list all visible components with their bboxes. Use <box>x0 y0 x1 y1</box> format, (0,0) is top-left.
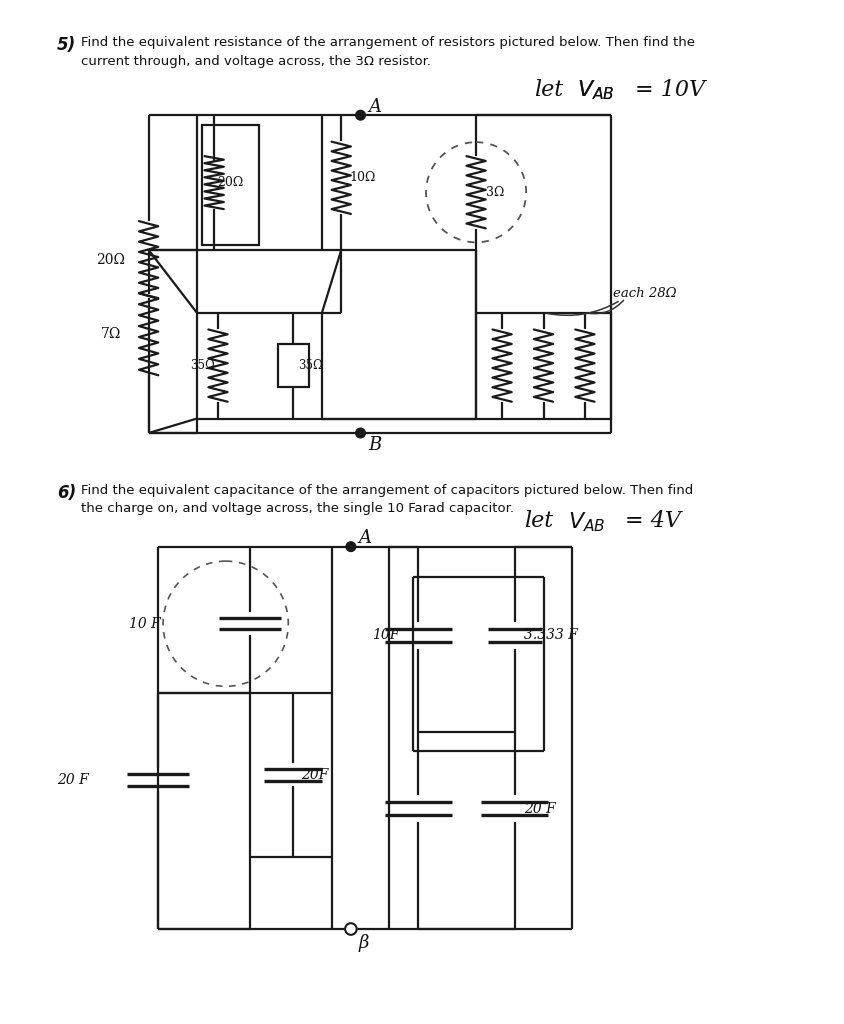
Text: 35Ω: 35Ω <box>190 359 215 372</box>
Text: let: let <box>523 510 553 532</box>
Bar <box>278 344 308 387</box>
Text: the charge on, and voltage across, the single 10 Farad capacitor.: the charge on, and voltage across, the s… <box>81 503 514 515</box>
Text: A: A <box>358 529 371 548</box>
Bar <box>202 125 259 245</box>
Text: $V_{AB}$: $V_{AB}$ <box>567 510 604 534</box>
Text: let: let <box>533 79 562 100</box>
Text: 20F: 20F <box>300 768 327 782</box>
Circle shape <box>355 111 365 120</box>
Text: 5): 5) <box>57 36 76 54</box>
Text: 20Ω: 20Ω <box>217 176 243 189</box>
Text: $V_{AB}$: $V_{AB}$ <box>576 79 614 102</box>
Text: 20 F: 20 F <box>523 802 555 816</box>
Text: Find the equivalent capacitance of the arrangement of capacitors pictured below.: Find the equivalent capacitance of the a… <box>81 484 693 497</box>
Text: 7Ω: 7Ω <box>100 328 121 341</box>
Text: 3Ω: 3Ω <box>485 185 504 199</box>
Text: current through, and voltage across, the 3Ω resistor.: current through, and voltage across, the… <box>81 54 430 68</box>
Text: = 4V: = 4V <box>625 510 680 532</box>
Text: β: β <box>358 934 369 952</box>
Text: 10F: 10F <box>371 629 399 642</box>
Text: each 28Ω: each 28Ω <box>612 287 676 300</box>
Circle shape <box>355 428 365 438</box>
Text: 6): 6) <box>57 484 76 502</box>
Text: 20Ω: 20Ω <box>95 253 125 266</box>
Text: $V_{AB}$: $V_{AB}$ <box>576 79 614 102</box>
Text: B: B <box>368 436 381 454</box>
Text: 10Ω: 10Ω <box>349 171 375 184</box>
Text: = 10V: = 10V <box>634 79 704 100</box>
Text: 10 F: 10 F <box>129 616 161 631</box>
Text: Find the equivalent resistance of the arrangement of resistors pictured below. T: Find the equivalent resistance of the ar… <box>81 36 695 49</box>
Text: 3.333 F: 3.333 F <box>523 629 577 642</box>
Circle shape <box>346 542 355 552</box>
Text: 20 F: 20 F <box>57 773 89 786</box>
Circle shape <box>344 924 356 935</box>
Text: A: A <box>368 98 381 116</box>
Text: 35Ω: 35Ω <box>298 359 322 372</box>
